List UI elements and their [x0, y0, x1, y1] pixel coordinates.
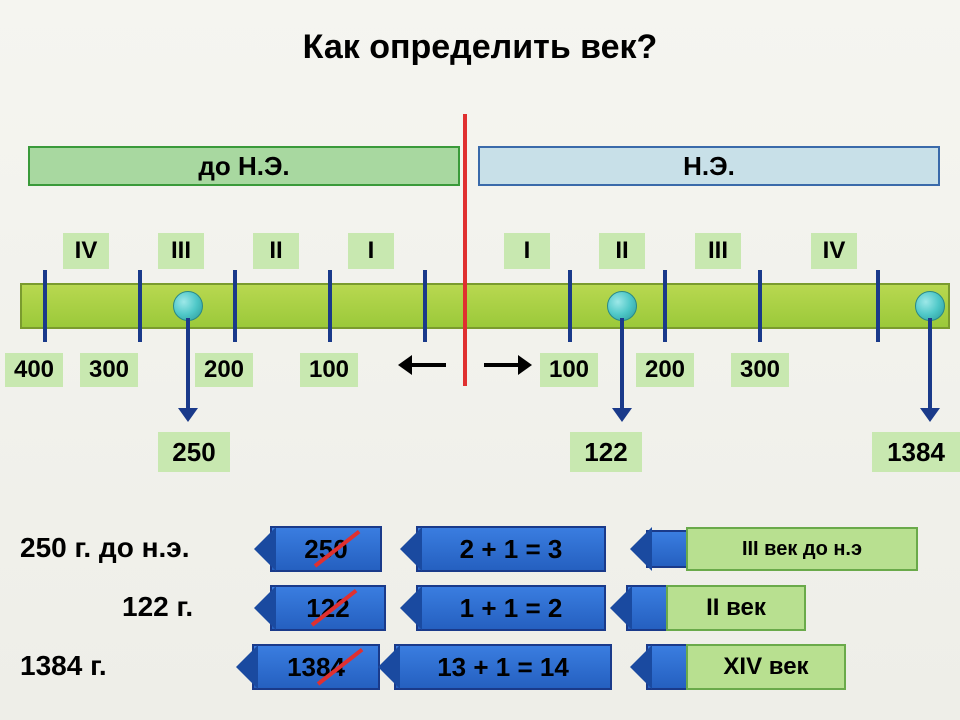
example-arrow-head-icon	[178, 408, 198, 422]
example-year-box: 122	[570, 432, 642, 472]
example-dot	[173, 291, 203, 321]
calc-result-lead	[626, 585, 668, 631]
example-dot	[915, 291, 945, 321]
calc-result-box: III век до н.э	[686, 527, 918, 571]
timeline-tick	[138, 270, 142, 342]
century-label: I	[348, 233, 394, 269]
year-label: 400	[5, 353, 63, 387]
calc-chevron-icon	[630, 527, 652, 571]
calc-chevron-icon	[400, 586, 422, 630]
calc-chevron-icon	[610, 586, 632, 630]
timeline-tick	[233, 270, 237, 342]
timeline-bar	[20, 283, 950, 329]
calc-equation-box: 2 + 1 = 3	[416, 526, 606, 572]
calc-chevron-icon	[236, 645, 258, 689]
calc-equation-box: 13 + 1 = 14	[394, 644, 612, 690]
example-year-box: 1384	[872, 432, 960, 472]
example-arrow-head-icon	[612, 408, 632, 422]
timeline-tick	[43, 270, 47, 342]
arrow-right-icon	[518, 355, 532, 375]
timeline-tick	[758, 270, 762, 342]
page-title: Как определить век?	[0, 0, 960, 67]
arrow-left-icon	[398, 355, 412, 375]
era-bc-label: до Н.Э.	[28, 146, 460, 186]
year-label: 300	[80, 353, 138, 387]
calc-result-lead	[646, 530, 688, 568]
example-arrow-head-icon	[920, 408, 940, 422]
calc-year-label: 122 г.	[122, 591, 193, 623]
example-arrow-shaft	[186, 318, 190, 410]
arrow-right-shaft	[484, 363, 518, 367]
year-label: 100	[300, 353, 358, 387]
zero-line	[463, 114, 467, 386]
calc-chevron-icon	[378, 645, 400, 689]
calc-chevron-icon	[254, 586, 276, 630]
calc-strike-box: 250	[270, 526, 382, 572]
calc-result-lead	[646, 644, 688, 690]
calc-result-box: XIV век	[686, 644, 846, 690]
calc-chevron-icon	[400, 527, 422, 571]
calc-equation-box: 1 + 1 = 2	[416, 585, 606, 631]
timeline-tick	[423, 270, 427, 342]
example-arrow-shaft	[928, 318, 932, 410]
century-label: I	[504, 233, 550, 269]
arrow-left-shaft	[412, 363, 446, 367]
century-label: IV	[63, 233, 109, 269]
century-label: II	[599, 233, 645, 269]
era-ad-label: Н.Э.	[478, 146, 940, 186]
timeline-tick	[876, 270, 880, 342]
timeline-tick	[663, 270, 667, 342]
calc-year-label: 250 г. до н.э.	[20, 532, 190, 564]
calc-strike-box: 122	[270, 585, 386, 631]
calc-result-box: II век	[666, 585, 806, 631]
calc-chevron-icon	[254, 527, 276, 571]
century-label: II	[253, 233, 299, 269]
year-label: 300	[731, 353, 789, 387]
calc-chevron-icon	[630, 645, 652, 689]
year-label: 100	[540, 353, 598, 387]
century-label: III	[695, 233, 741, 269]
example-year-box: 250	[158, 432, 230, 472]
year-label: 200	[636, 353, 694, 387]
timeline-tick	[568, 270, 572, 342]
example-dot	[607, 291, 637, 321]
calc-year-label: 1384 г.	[20, 650, 107, 682]
year-label: 200	[195, 353, 253, 387]
century-label: IV	[811, 233, 857, 269]
example-arrow-shaft	[620, 318, 624, 410]
century-label: III	[158, 233, 204, 269]
timeline-tick	[328, 270, 332, 342]
